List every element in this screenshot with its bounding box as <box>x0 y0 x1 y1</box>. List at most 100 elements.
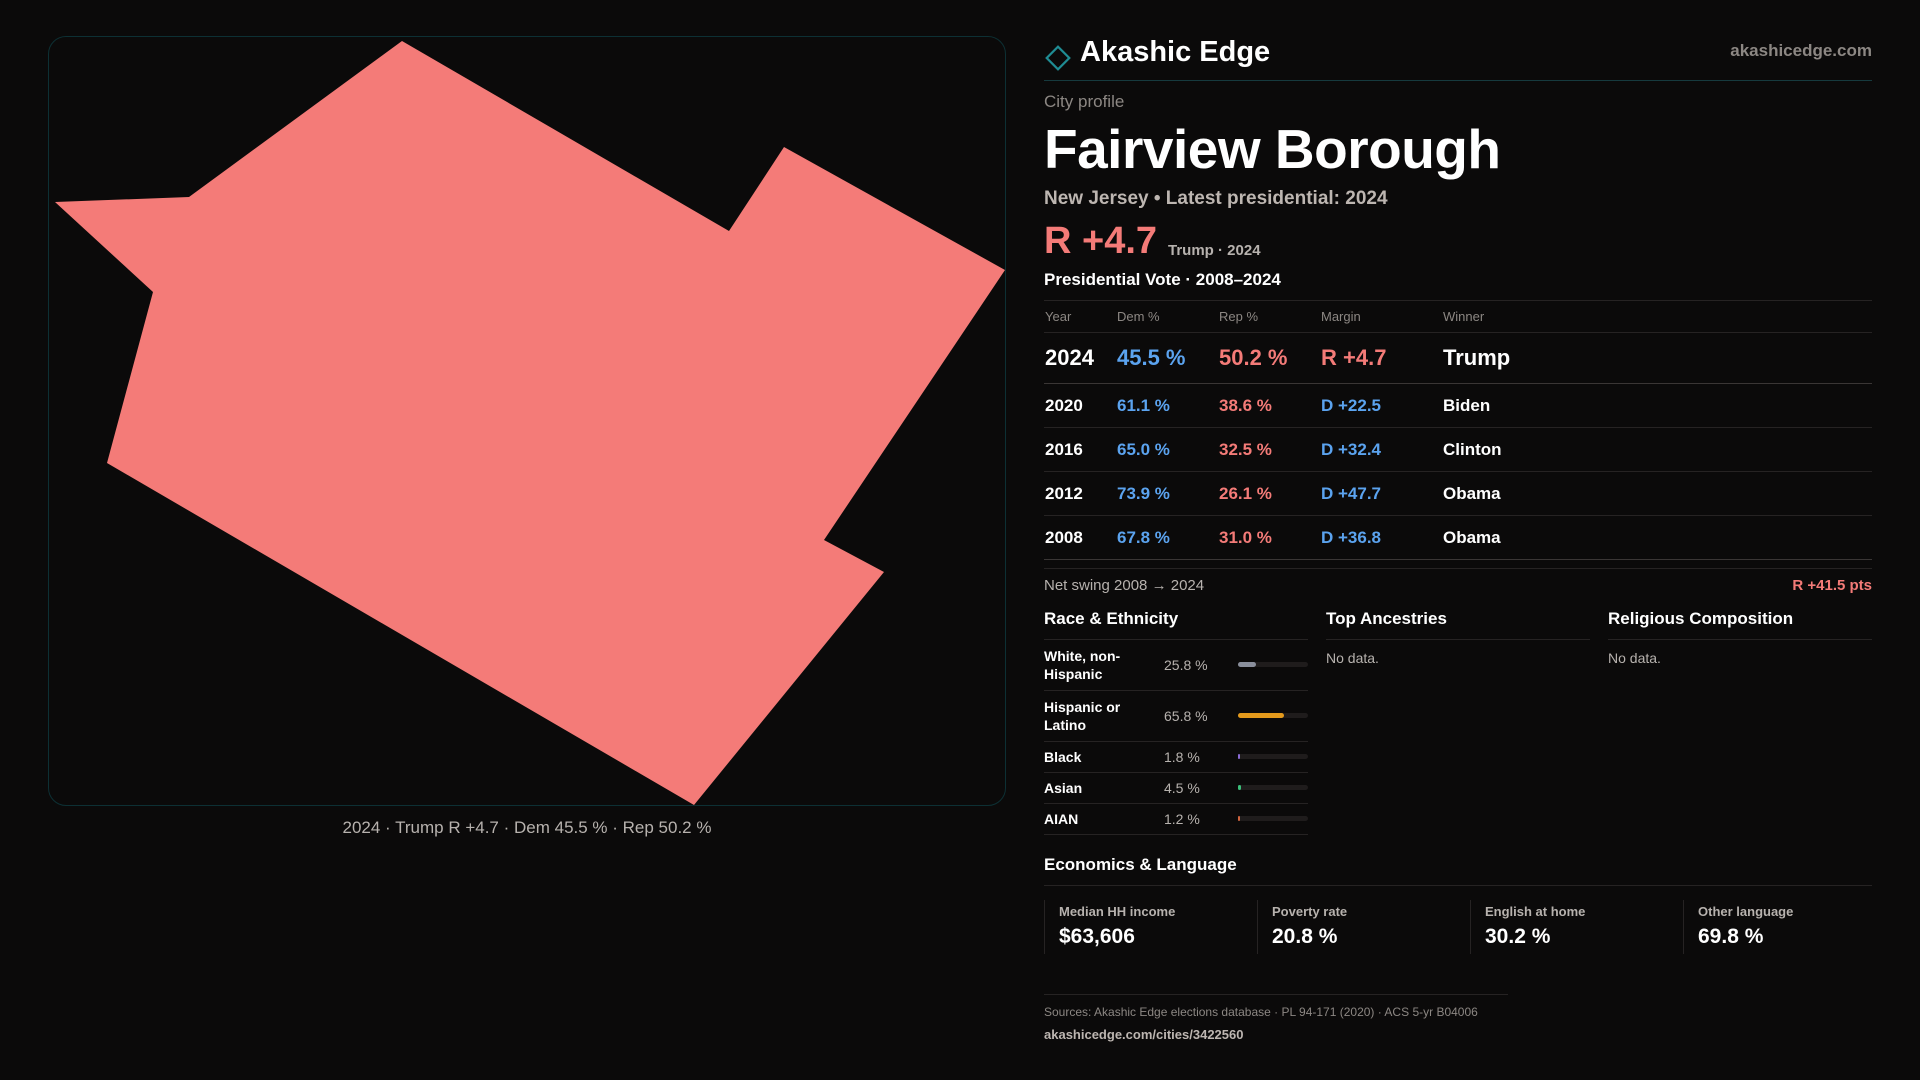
net-swing-value: R +41.5 pts <box>1792 577 1872 594</box>
race-pct: 25.8 % <box>1164 657 1208 673</box>
row-winner: Obama <box>1442 515 1872 560</box>
header-margin: Margin <box>1320 301 1442 333</box>
row-year: 2020 <box>1044 383 1116 428</box>
stat-value: 20.8 % <box>1272 925 1338 948</box>
race-label: AIAN <box>1044 811 1079 827</box>
race-bar-fill <box>1238 754 1241 759</box>
row-rep: 32.5 % <box>1218 427 1320 472</box>
row-winner: Trump <box>1442 332 1872 384</box>
city-boundary-map[interactable] <box>49 37 1006 806</box>
table-row: 2012 73.9 % 26.1 % D +47.7 Obama <box>1044 471 1872 516</box>
net-swing-label: Net swing 2008 → 2024 <box>1044 577 1205 594</box>
net-swing: Net swing 2008 → 2024 R +41.5 pts <box>1044 568 1872 605</box>
stat-other-language: Other language 69.8 % <box>1683 900 1793 954</box>
map-caption: 2024 · Trump R +4.7 · Dem 45.5 % · Rep 5… <box>342 818 712 837</box>
race-pct: 1.2 % <box>1164 811 1200 827</box>
brand-name[interactable]: Akashic Edge <box>1080 36 1271 68</box>
permalink[interactable]: akashicedge.com/cities/3422560 <box>1044 1027 1244 1042</box>
race-bar <box>1238 662 1308 667</box>
vote-table-header-row: Year Dem % Rep % Margin Winner <box>1044 301 1872 333</box>
race-label: Hispanic or Latino <box>1044 699 1121 733</box>
stat-median-income: Median HH income $63,606 <box>1044 900 1175 954</box>
stat-english-at-home: English at home 30.2 % <box>1470 900 1585 954</box>
race-row: White, non-Hispanic 25.8 % <box>1044 640 1308 691</box>
page-subtitle: New Jersey • Latest presidential: 2024 <box>1044 188 1388 209</box>
headline-result: R +4.7 Trump · 2024 <box>1044 220 1872 266</box>
row-winner: Biden <box>1442 383 1872 428</box>
brand-domain-link[interactable]: akashicedge.com <box>1730 41 1872 60</box>
race-ethnicity-panel: Race & Ethnicity White, non-Hispanic 25.… <box>1044 609 1308 835</box>
table-row: 2024 45.5 % 50.2 % R +4.7 Trump <box>1044 332 1872 384</box>
stat-value: 30.2 % <box>1485 925 1551 948</box>
row-winner: Clinton <box>1442 427 1872 472</box>
race-bar-fill <box>1238 662 1257 667</box>
stat-label: Other language <box>1698 904 1794 919</box>
header: Akashic Edge akashicedge.com <box>1044 36 1872 81</box>
economics-title: Economics & Language <box>1044 855 1872 886</box>
headline-winner: Trump · 2024 <box>1168 242 1261 259</box>
row-dem: 45.5 % <box>1116 332 1218 384</box>
race-bar-fill <box>1238 713 1285 718</box>
header-dem: Dem % <box>1116 301 1218 333</box>
row-year: 2016 <box>1044 427 1116 472</box>
row-winner: Obama <box>1442 471 1872 516</box>
race-bar <box>1238 785 1308 790</box>
race-label: Black <box>1044 749 1082 765</box>
row-dem: 61.1 % <box>1116 383 1218 428</box>
religion-title: Religious Composition <box>1608 609 1872 640</box>
race-row: Asian 4.5 % <box>1044 773 1308 804</box>
footer: Sources: Akashic Edge elections database… <box>1044 994 1508 1042</box>
race-bar <box>1238 816 1308 821</box>
city-boundary-shape[interactable] <box>55 41 1005 805</box>
table-row: 2020 61.1 % 38.6 % D +22.5 Biden <box>1044 383 1872 428</box>
row-margin: D +36.8 <box>1320 515 1442 560</box>
sources-text: Sources: Akashic Edge elections database… <box>1044 1005 1478 1019</box>
row-margin: D +47.7 <box>1320 471 1442 516</box>
stat-value: $63,606 <box>1059 925 1135 948</box>
race-bar <box>1238 754 1308 759</box>
stat-value: 69.8 % <box>1698 925 1764 948</box>
diamond-outline-icon <box>1045 45 1071 71</box>
city-profile-panel: Akashic Edge akashicedge.com City profil… <box>1044 36 1872 970</box>
ancestries-empty: No data. <box>1326 650 1379 666</box>
race-pct: 1.8 % <box>1164 749 1200 765</box>
table-row: 2016 65.0 % 32.5 % D +32.4 Clinton <box>1044 427 1872 472</box>
stat-label: English at home <box>1485 904 1586 919</box>
race-bar <box>1238 713 1308 718</box>
row-margin: D +32.4 <box>1320 427 1442 472</box>
row-dem: 73.9 % <box>1116 471 1218 516</box>
race-label: White, non-Hispanic <box>1044 648 1121 682</box>
table-row: 2008 67.8 % 31.0 % D +36.8 Obama <box>1044 515 1872 560</box>
religion-panel: Religious Composition No data. <box>1608 609 1872 666</box>
header-winner: Winner <box>1442 301 1872 333</box>
row-rep: 50.2 % <box>1218 332 1320 384</box>
demographics-section: Race & Ethnicity White, non-Hispanic 25.… <box>1044 609 1872 849</box>
row-rep: 31.0 % <box>1218 515 1320 560</box>
headline-margin: R +4.7 <box>1044 220 1158 262</box>
map-panel[interactable] <box>48 36 1006 806</box>
header-rep: Rep % <box>1218 301 1320 333</box>
ancestries-panel: Top Ancestries No data. <box>1326 609 1590 666</box>
stat-label: Median HH income <box>1059 904 1176 919</box>
header-year: Year <box>1044 301 1116 333</box>
race-pct: 65.8 % <box>1164 708 1208 724</box>
race-bar-fill <box>1238 816 1241 821</box>
ancestries-title: Top Ancestries <box>1326 609 1590 640</box>
row-dem: 67.8 % <box>1116 515 1218 560</box>
row-rep: 38.6 % <box>1218 383 1320 428</box>
race-pct: 4.5 % <box>1164 780 1200 796</box>
race-row: Hispanic or Latino 65.8 % <box>1044 691 1308 742</box>
race-row: AIAN 1.2 % <box>1044 804 1308 835</box>
row-margin: R +4.7 <box>1320 332 1442 384</box>
religion-empty: No data. <box>1608 650 1661 666</box>
page-title: Fairview Borough <box>1044 118 1501 180</box>
row-dem: 65.0 % <box>1116 427 1218 472</box>
stat-poverty-rate: Poverty rate 20.8 % <box>1257 900 1347 954</box>
row-margin: D +22.5 <box>1320 383 1442 428</box>
race-bar-fill <box>1238 785 1242 790</box>
page-eyebrow: City profile <box>1044 92 1125 111</box>
vote-table-title: Presidential Vote · 2008–2024 <box>1044 270 1872 301</box>
race-ethnicity-title: Race & Ethnicity <box>1044 609 1308 640</box>
stat-label: Poverty rate <box>1272 904 1348 919</box>
row-rep: 26.1 % <box>1218 471 1320 516</box>
